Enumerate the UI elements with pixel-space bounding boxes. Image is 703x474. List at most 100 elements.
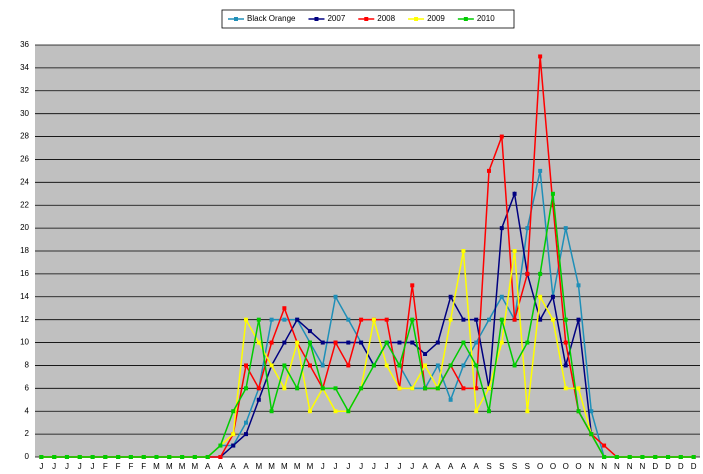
data-point — [525, 409, 530, 414]
data-point — [307, 363, 312, 368]
data-point — [550, 191, 555, 196]
data-point — [538, 168, 543, 173]
y-tick-label: 2 — [25, 429, 30, 438]
x-tick-label: S — [499, 462, 504, 471]
data-point — [486, 409, 491, 414]
data-point — [461, 317, 466, 322]
data-point — [346, 363, 351, 368]
y-tick-label: 6 — [25, 383, 30, 392]
legend-label: 2009 — [427, 14, 445, 23]
legend-label: 2008 — [377, 14, 395, 23]
data-point — [538, 317, 543, 322]
data-point — [589, 409, 594, 414]
x-tick-label: A — [474, 462, 480, 471]
data-point — [576, 409, 581, 414]
data-point — [103, 455, 108, 459]
data-point — [269, 363, 274, 368]
data-point — [448, 317, 453, 322]
data-point — [499, 340, 504, 345]
data-point — [256, 397, 261, 402]
x-tick-label: S — [486, 462, 491, 471]
data-point — [346, 317, 351, 322]
data-point — [486, 317, 491, 322]
data-point — [589, 432, 594, 437]
data-point — [333, 340, 338, 345]
x-tick-label: O — [575, 462, 581, 471]
data-point — [307, 340, 312, 345]
legend-label: 2010 — [477, 14, 495, 23]
y-tick-label: 34 — [20, 63, 29, 72]
y-tick-label: 26 — [20, 155, 29, 164]
legend-marker — [314, 17, 319, 21]
data-point — [192, 455, 197, 459]
y-tick-label: 14 — [20, 292, 29, 301]
data-point — [448, 363, 453, 368]
data-point — [256, 317, 261, 322]
data-point — [244, 420, 249, 425]
data-point — [602, 443, 607, 448]
data-point — [512, 249, 517, 253]
x-tick-label: J — [410, 462, 414, 471]
data-point — [64, 455, 69, 459]
data-point — [231, 443, 236, 448]
data-point — [269, 340, 274, 345]
x-tick-label: D — [652, 462, 658, 471]
data-point — [346, 340, 351, 345]
data-point — [435, 340, 440, 345]
series-line — [41, 193, 694, 458]
data-point — [435, 363, 440, 368]
x-tick-label: J — [397, 462, 401, 471]
data-point — [550, 317, 555, 322]
x-tick-label: A — [422, 462, 428, 471]
data-point — [461, 340, 466, 345]
legend-marker — [463, 17, 468, 21]
data-point — [346, 409, 351, 414]
data-point — [461, 386, 466, 391]
data-point — [269, 409, 274, 414]
x-tick-label: M — [179, 462, 186, 471]
y-tick-label: 30 — [20, 109, 29, 118]
x-tick-label: J — [359, 462, 363, 471]
x-tick-label: D — [678, 462, 684, 471]
data-point — [384, 317, 389, 322]
data-point — [231, 432, 236, 437]
x-tick-label: N — [627, 462, 633, 471]
data-point — [525, 271, 530, 276]
data-point — [499, 294, 504, 299]
data-point — [359, 386, 364, 391]
data-point — [576, 317, 581, 322]
data-point — [154, 455, 159, 459]
data-point — [295, 386, 300, 391]
x-tick-label: M — [192, 462, 199, 471]
data-point — [384, 340, 389, 345]
data-point — [512, 363, 517, 368]
data-point — [397, 340, 402, 345]
y-tick-label: 10 — [20, 338, 29, 347]
data-point — [678, 455, 683, 459]
data-point — [448, 397, 453, 402]
x-tick-label: A — [218, 462, 224, 471]
data-point — [410, 317, 415, 322]
x-tick-label: N — [640, 462, 646, 471]
data-point — [525, 226, 530, 231]
data-point — [474, 317, 479, 322]
data-point — [627, 455, 632, 459]
x-tick-label: J — [52, 462, 56, 471]
data-point — [282, 386, 287, 391]
data-point — [653, 455, 658, 459]
data-point — [39, 455, 44, 459]
data-point — [640, 455, 645, 459]
data-point — [499, 134, 504, 139]
data-point — [282, 306, 287, 311]
x-tick-label: D — [691, 462, 697, 471]
data-point — [486, 168, 491, 173]
data-point — [295, 317, 300, 322]
data-point — [461, 249, 466, 253]
data-point — [563, 386, 568, 391]
data-point — [550, 203, 555, 208]
data-point — [333, 294, 338, 299]
data-point — [512, 191, 517, 196]
x-tick-label: O — [550, 462, 556, 471]
data-point — [231, 409, 236, 414]
x-tick-label: J — [39, 462, 43, 471]
